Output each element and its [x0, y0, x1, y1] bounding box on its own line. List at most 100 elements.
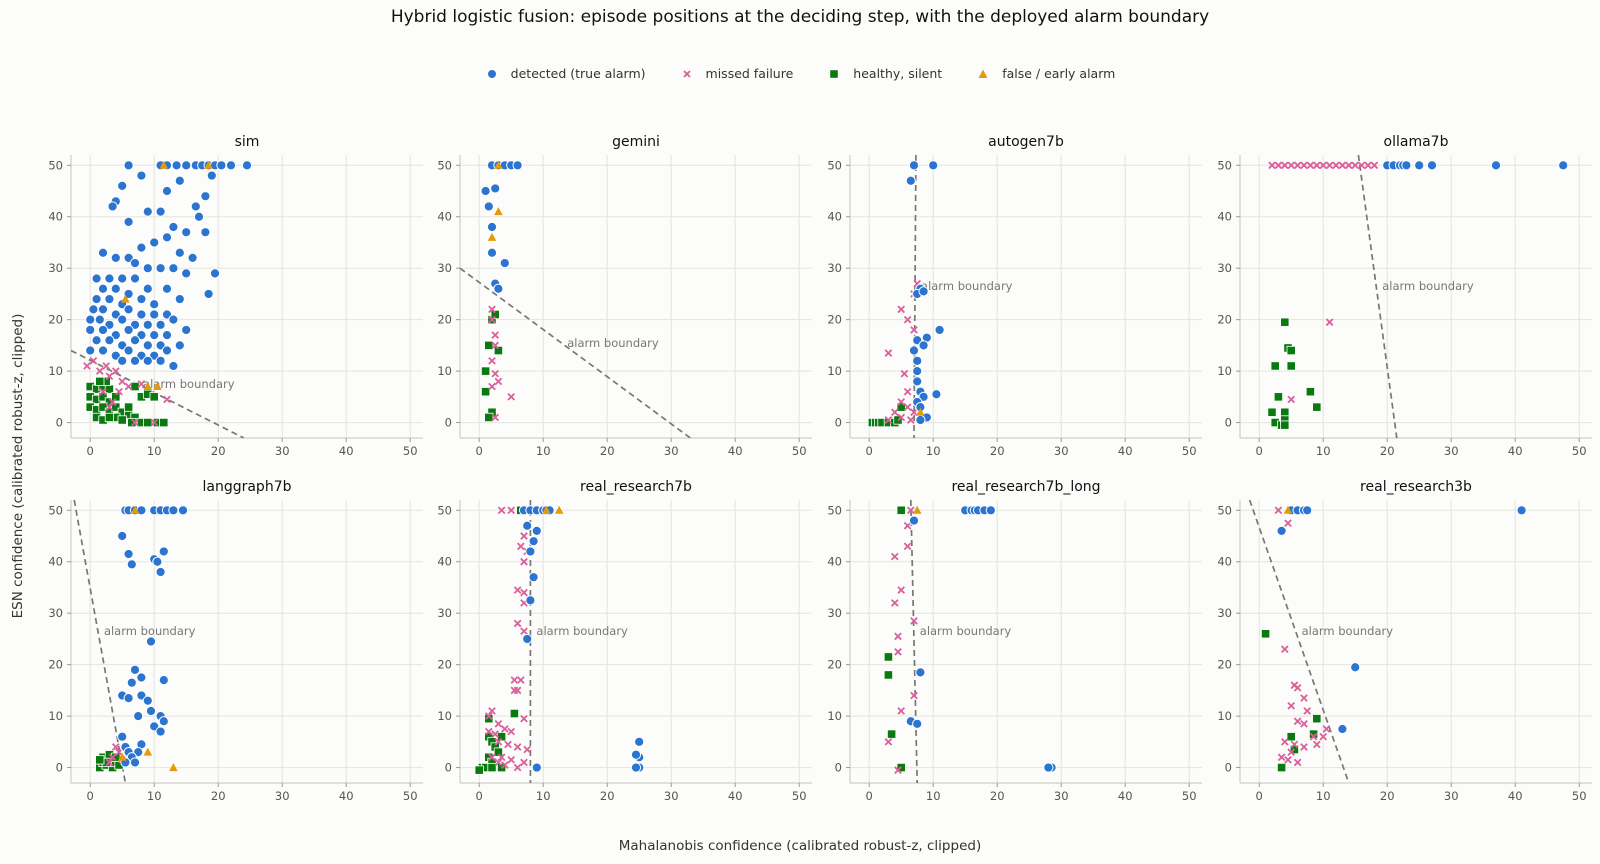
missed-point [520, 627, 528, 636]
missed-point [491, 341, 500, 350]
x-tick-label: 40 [1118, 444, 1133, 458]
missed-point [890, 599, 899, 607]
detected-point [91, 335, 102, 346]
y-tick-label: 50 [48, 503, 63, 517]
alarm-boundary-label: alarm boundary [1302, 624, 1394, 638]
y-tick-label: 10 [1217, 364, 1232, 378]
detected-point [136, 170, 147, 181]
missed-point [1322, 725, 1331, 733]
missed-point [894, 766, 902, 774]
healthy-point [124, 402, 134, 412]
missed-point [494, 758, 503, 767]
detected-point [149, 309, 160, 320]
missed-point [894, 632, 902, 641]
missed-point [115, 387, 123, 396]
healthy-point [1261, 629, 1271, 639]
x-tick-label: 40 [1118, 789, 1133, 803]
healthy-point [484, 714, 494, 724]
detected-point [931, 389, 942, 400]
square-marker-icon [829, 68, 839, 79]
detected-point [158, 674, 169, 686]
missed-point [115, 748, 123, 756]
panel-real-research3b: 0 10 20 30 40 50 0 10 20 30 40 50 real_research3bala… [1217, 479, 1592, 803]
healthy-point [159, 417, 169, 428]
detected-point [193, 211, 205, 222]
x-tick-label: 0 [87, 789, 94, 803]
detected-point [142, 340, 153, 351]
y-tick-label: 0 [1225, 416, 1232, 430]
missed-point [1344, 161, 1353, 170]
false-alarm-point [153, 382, 162, 391]
detected-point [88, 304, 99, 315]
detected-point [94, 314, 105, 325]
x-tick-label: 20 [1380, 444, 1395, 458]
missed-point [1312, 740, 1321, 749]
missed-point [131, 418, 139, 427]
detected-point [149, 329, 160, 341]
missed-point [897, 305, 906, 314]
x-tick-label: 0 [1256, 789, 1263, 803]
y-tick-label: 30 [827, 606, 842, 620]
y-tick-label: 20 [48, 658, 63, 672]
y-tick-label: 50 [827, 158, 842, 172]
missed-point [105, 758, 114, 767]
x-tick-label: 10 [147, 789, 162, 803]
x-tick-label: 50 [1182, 789, 1197, 803]
detected-point [97, 247, 109, 258]
detected-point [117, 530, 128, 542]
x-tick-label: 30 [664, 789, 679, 803]
missed-point [488, 753, 496, 762]
missed-point [903, 387, 912, 396]
detected-point [129, 664, 141, 675]
detected-point [97, 283, 109, 294]
y-tick-label: 50 [48, 158, 63, 172]
detected-point [104, 273, 115, 284]
detected-point [168, 314, 179, 325]
detected-point [912, 718, 923, 729]
detected-point [123, 548, 134, 560]
missed-point [488, 305, 496, 314]
x-tick-label: 30 [1054, 444, 1069, 458]
missed-point [108, 398, 117, 406]
healthy-point [1305, 387, 1315, 397]
detected-point [206, 170, 217, 181]
missed-point [1287, 748, 1296, 756]
y-tick-label: 20 [1217, 658, 1232, 672]
missed-point [99, 387, 107, 396]
detected-point [1558, 160, 1569, 171]
detected-point [155, 263, 166, 274]
missed-point [903, 521, 912, 530]
x-tick-label: 40 [339, 444, 354, 458]
healthy-point [480, 387, 491, 397]
detected-point [123, 160, 134, 171]
detected-point [136, 672, 147, 683]
legend-label: false / early alarm [1002, 66, 1116, 81]
missed-point [513, 586, 522, 594]
healthy-point [490, 309, 500, 320]
missed-point [890, 408, 899, 417]
alarm-boundary-label: alarm boundary [1382, 279, 1474, 293]
x-tick-label: 40 [728, 444, 743, 458]
x-tick-label: 20 [1380, 789, 1395, 803]
missed-point [516, 676, 525, 684]
missed-point [500, 725, 509, 733]
missed-point [488, 707, 496, 715]
missed-point [507, 392, 516, 401]
panel-ollama7b: 0 10 20 30 40 50 0 10 20 30 40 50 ollama7b alarm boun… [1217, 134, 1592, 458]
healthy-point [887, 729, 897, 739]
detected-point [912, 376, 923, 387]
missed-point [1293, 758, 1302, 767]
detected-point [123, 216, 134, 227]
missed-point [491, 730, 500, 738]
x-tick-label: 50 [1572, 444, 1587, 458]
detected-point [918, 286, 929, 297]
detected-point [117, 314, 128, 325]
x-tick-label: 0 [87, 444, 94, 458]
missed-point [903, 542, 912, 551]
panel-sim: 0 10 20 30 40 50 0 10 20 30 40 50 sim alarm boundary [48, 134, 423, 458]
x-tick-label: 20 [211, 444, 226, 458]
x-tick-label: 0 [476, 789, 483, 803]
detected-point [216, 160, 227, 171]
missed-point [513, 619, 522, 628]
detected-point [1350, 662, 1361, 673]
